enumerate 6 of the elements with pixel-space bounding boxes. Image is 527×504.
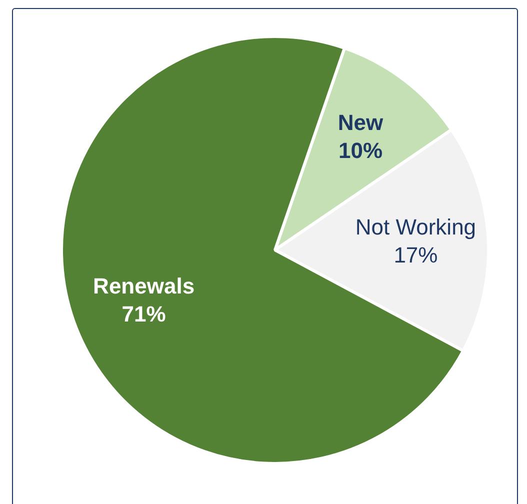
data-label: 71% <box>122 301 166 326</box>
slice-label: Not Working <box>355 214 476 240</box>
slice-label: New <box>338 110 384 136</box>
data-label: 10% <box>338 138 383 164</box>
data-label: 17% <box>394 242 438 268</box>
slice-label: Renewals <box>93 273 195 298</box>
